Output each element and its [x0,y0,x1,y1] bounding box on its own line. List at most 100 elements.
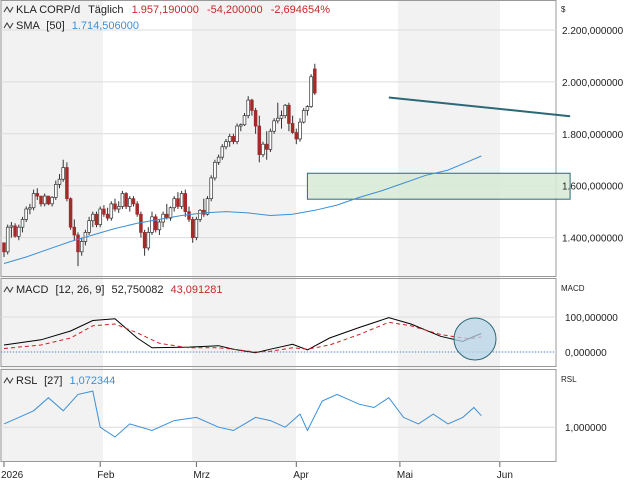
candle [91,211,95,228]
svg-text:KLA CORP/d Täglich: KLA CORP/d Täglich 1.957,190000 -54,2000… [16,4,330,16]
candle [20,216,25,233]
sma-label: SMA [16,20,41,32]
candle [153,214,158,233]
zone-rect [306,172,571,200]
candle-body-up [205,198,210,215]
candle [264,131,269,160]
candle-body-up [17,226,21,237]
candle [239,123,243,132]
candle-body-down [39,195,43,205]
interval-label: Täglich [88,4,123,16]
candle [231,133,236,145]
candle [46,195,51,206]
candle [54,180,58,200]
candle-body-down [94,213,99,225]
candle-body-up [276,117,280,122]
rsl-panel-title: RSL [561,375,577,384]
candle-body-down [313,68,317,94]
candle [135,201,139,217]
candle [242,113,247,127]
candle [279,110,284,129]
candle-body-up [116,206,121,210]
candle [213,159,217,181]
candle-body-up [61,167,65,180]
candle-body-up [146,232,151,249]
candle [276,102,280,124]
sma-period: [50] [46,20,64,32]
macd-crossover-highlight [453,317,497,361]
candle-body-up [298,121,302,140]
candle-body-up [157,221,162,231]
candle-body-up [9,225,14,228]
price-tick-label: 2.200,000000 [562,26,624,37]
candle-body-up [28,207,32,210]
time-tick-label: Mai [397,470,413,480]
candle [313,63,317,95]
candle [168,206,173,221]
rsl-legend: RSL [27] 1,072344 [3,375,115,387]
candle [272,118,276,134]
candle [301,107,306,124]
candle-body-up [268,130,273,150]
candle [246,96,250,119]
macd-panel-frame [0,278,557,367]
candle [172,196,176,212]
candle-body-up [239,124,243,127]
candle-body-down [124,193,128,207]
macd-tick-label: 0,000000 [565,348,607,359]
candle [179,190,184,210]
candle-body-down [46,195,51,205]
indicator-glyph-icon [3,377,14,384]
candle-body-up [261,143,265,155]
candle [87,216,91,235]
candle [287,102,291,132]
candle-body-down [35,193,40,197]
candle [68,197,73,230]
sma-value: 1.714,506000 [72,20,139,32]
candle [57,174,62,189]
candle [98,206,102,228]
svg-text:SMA [50] 1.714,506: SMA [50] 1.714,506000 [16,20,139,32]
macd-tick-label: 100,000000 [565,313,618,324]
indicator-glyph-icon [3,6,14,13]
candle [253,107,258,134]
candle [183,189,188,217]
candle-body-up [79,241,84,253]
candle [176,192,180,210]
candle-body-up [301,110,306,123]
rsl-panel-frame [0,369,557,462]
candle [224,139,228,150]
candle-body-down [250,99,254,111]
candle-body-down [187,211,191,220]
candle [257,115,262,163]
candle-body-down [13,225,17,237]
candle-body-up [128,198,132,207]
candle-body-up [172,198,176,209]
macd-legend: MACD [12, 26, 9] 52,750082 43,091281 [3,284,223,296]
candle [128,196,132,212]
price-tick-label: 1.400,000000 [562,234,624,245]
candle-body-up [42,195,47,205]
indicator-glyph-icon [3,22,14,29]
candle [202,198,206,217]
candle [72,219,77,241]
price-tick-label: 1.800,000000 [562,130,624,141]
sma-legend: SMA [50] 1.714,506000 [3,20,139,32]
sma-line [3,155,482,264]
candle [268,128,273,152]
candle-body-up [31,193,36,209]
candle-body-down [253,110,258,127]
candle [105,207,110,221]
candle-body-up [5,226,10,253]
candle [50,196,54,207]
candle [250,98,254,116]
candle-body-up [216,156,221,163]
candle [13,223,17,238]
candle-body-down [294,132,299,140]
time-tick-label: Jun [497,470,513,480]
candle [39,195,43,207]
price-panel-frame [0,0,557,277]
candle-body-down [72,226,77,236]
candle-body-up [179,193,184,207]
candle-body-down [190,219,195,238]
